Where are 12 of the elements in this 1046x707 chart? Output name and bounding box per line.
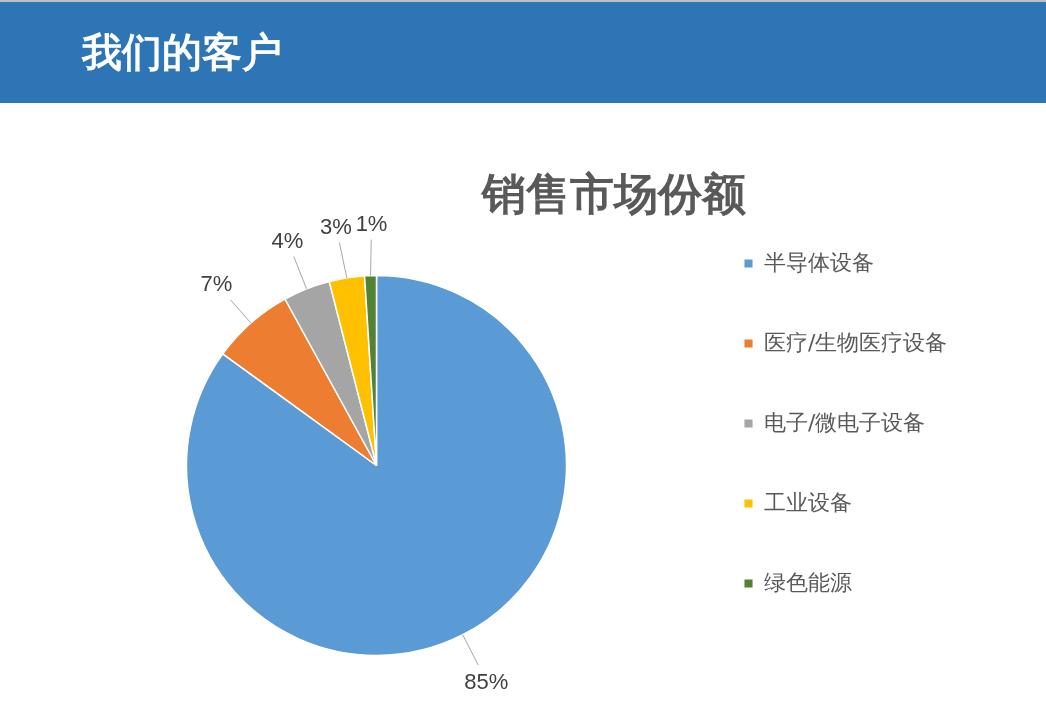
legend-label: 绿色能源 [764, 569, 852, 597]
data-label: 1% [355, 211, 388, 237]
legend-label: 医疗/生物医疗设备 [764, 329, 948, 357]
text: 我们的客户 [82, 28, 282, 77]
chart-title: 销售市场份额 [479, 168, 746, 219]
data-label: 4% [271, 227, 304, 253]
data-label: 3% [320, 213, 352, 239]
data-label: 85% [464, 668, 509, 694]
legend-label: 半导体设备 [764, 249, 874, 277]
legend-label: 电子/微电子设备 [764, 409, 926, 437]
legend-label: 工业设备 [764, 489, 852, 517]
data-label: 7% [200, 271, 233, 297]
